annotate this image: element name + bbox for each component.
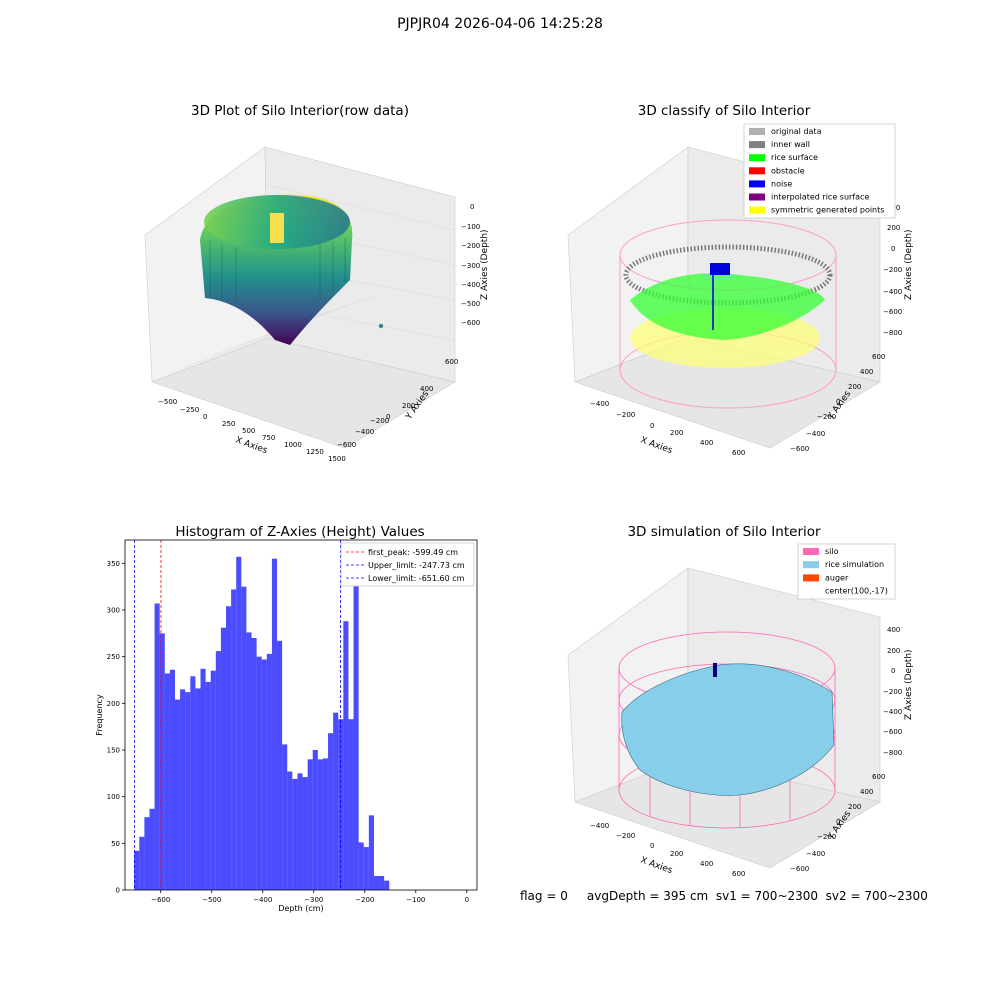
histogram-ytick-label: 50 [111, 840, 120, 848]
histogram-bar [317, 759, 323, 890]
histogram-bar [271, 558, 278, 890]
histogram-bar [159, 633, 165, 890]
histogram-ytick-label: 250 [107, 653, 120, 661]
histogram-legend-label: first_peak: -599.49 cm [368, 548, 458, 557]
histogram-legend-items: first_peak: -599.49 cm Upper_limit: -247.… [346, 548, 465, 583]
histogram-ytick-label: 0 [116, 887, 120, 895]
histogram-bar [220, 627, 227, 890]
histogram-xtick-label: −200 [355, 896, 374, 904]
histogram-title: Histogram of Z-Axies (Height) Values [175, 524, 425, 540]
histogram-bar [134, 850, 140, 890]
histogram-bar [333, 712, 339, 890]
histogram-bar [302, 777, 308, 890]
histogram-bar [195, 688, 201, 890]
histogram-bar [261, 659, 267, 890]
histogram-bar [169, 669, 175, 890]
histogram-bar [297, 773, 303, 890]
histogram-bar [348, 719, 354, 890]
histogram-bar [246, 632, 252, 890]
histogram-bar [343, 621, 349, 890]
histogram-bar [373, 876, 380, 890]
histogram-xtick-label: −500 [202, 896, 221, 904]
histogram-bar [190, 676, 196, 890]
histogram-bar [180, 689, 186, 890]
histogram-bar [282, 744, 288, 890]
simulation-plot-title: 3D simulation of Silo Interior [627, 524, 821, 540]
histogram-ytick-label: 350 [107, 560, 120, 568]
histogram-bar [384, 880, 390, 890]
histogram-frame [124, 539, 478, 891]
histogram-bar [200, 668, 206, 890]
classify-plot-title: 3D classify of Silo Interior [637, 103, 811, 119]
histogram-bar [368, 815, 374, 890]
histogram-bar [353, 545, 359, 890]
histogram-bar [149, 808, 155, 890]
histogram-bar [231, 589, 237, 890]
histogram-bar [241, 586, 247, 890]
histogram-bar [256, 656, 262, 890]
histogram-bars [134, 545, 390, 890]
figure-title: PJPJR04 2026-04-06 14:25:28 [397, 16, 603, 32]
histogram-xtick-label: −300 [304, 896, 323, 904]
histogram-legend-label: Lower_limit: -651.60 cm [368, 574, 465, 583]
status-footer: flag = 0 avgDepth = 395 cm sv1 = 700~230… [520, 889, 928, 903]
histogram-ylabel: Frequency [95, 694, 104, 736]
histogram-bar [358, 842, 364, 890]
histogram-bar [312, 750, 318, 890]
histogram-bar [205, 681, 211, 890]
histogram-xtick-label: 0 [465, 896, 469, 904]
histogram-legend-label: Upper_limit: -247.73 cm [368, 561, 465, 570]
histogram-limit-lines [133, 540, 341, 890]
histogram-ytick-label: 150 [107, 747, 120, 755]
histogram-bar [363, 847, 369, 890]
histogram-xticks: −600 −500 −400 −300 −200 −100 0 [151, 890, 469, 904]
histogram-bar [154, 603, 160, 890]
histogram-bar [164, 673, 170, 890]
histogram-ytick-label: 200 [107, 700, 120, 708]
histogram-bar [277, 640, 283, 890]
raw-plot-title: 3D Plot of Silo Interior(row data) [191, 103, 409, 119]
histogram-bar [174, 699, 181, 890]
histogram-bar [338, 719, 344, 890]
histogram-bar [215, 651, 221, 890]
histogram-bar [379, 876, 385, 890]
histogram-xtick-label: −600 [151, 896, 170, 904]
histogram-bar [328, 733, 334, 890]
histogram-bar [292, 778, 298, 890]
histogram-bar [236, 556, 242, 890]
histogram-bar [322, 758, 329, 890]
histogram-bar [210, 670, 216, 890]
histogram-bar [226, 606, 232, 890]
histogram-bar [139, 836, 145, 890]
histogram-bar [266, 653, 272, 890]
histogram-bar [287, 771, 293, 890]
histogram-bar [251, 638, 257, 890]
histogram-yticks: 0 50 100 150 200 250 300 350 [107, 560, 125, 895]
histogram-ytick-label: 100 [107, 793, 120, 801]
histogram-legend [340, 542, 475, 587]
histogram-bar [144, 817, 150, 890]
histogram-xtick-label: −400 [253, 896, 272, 904]
histogram-xlabel: Depth (cm) [278, 904, 323, 913]
histogram-ytick-label: 300 [107, 607, 120, 615]
histogram-xtick-label: −100 [406, 896, 425, 904]
histogram-bar [185, 692, 191, 890]
histogram-bar [307, 759, 313, 890]
